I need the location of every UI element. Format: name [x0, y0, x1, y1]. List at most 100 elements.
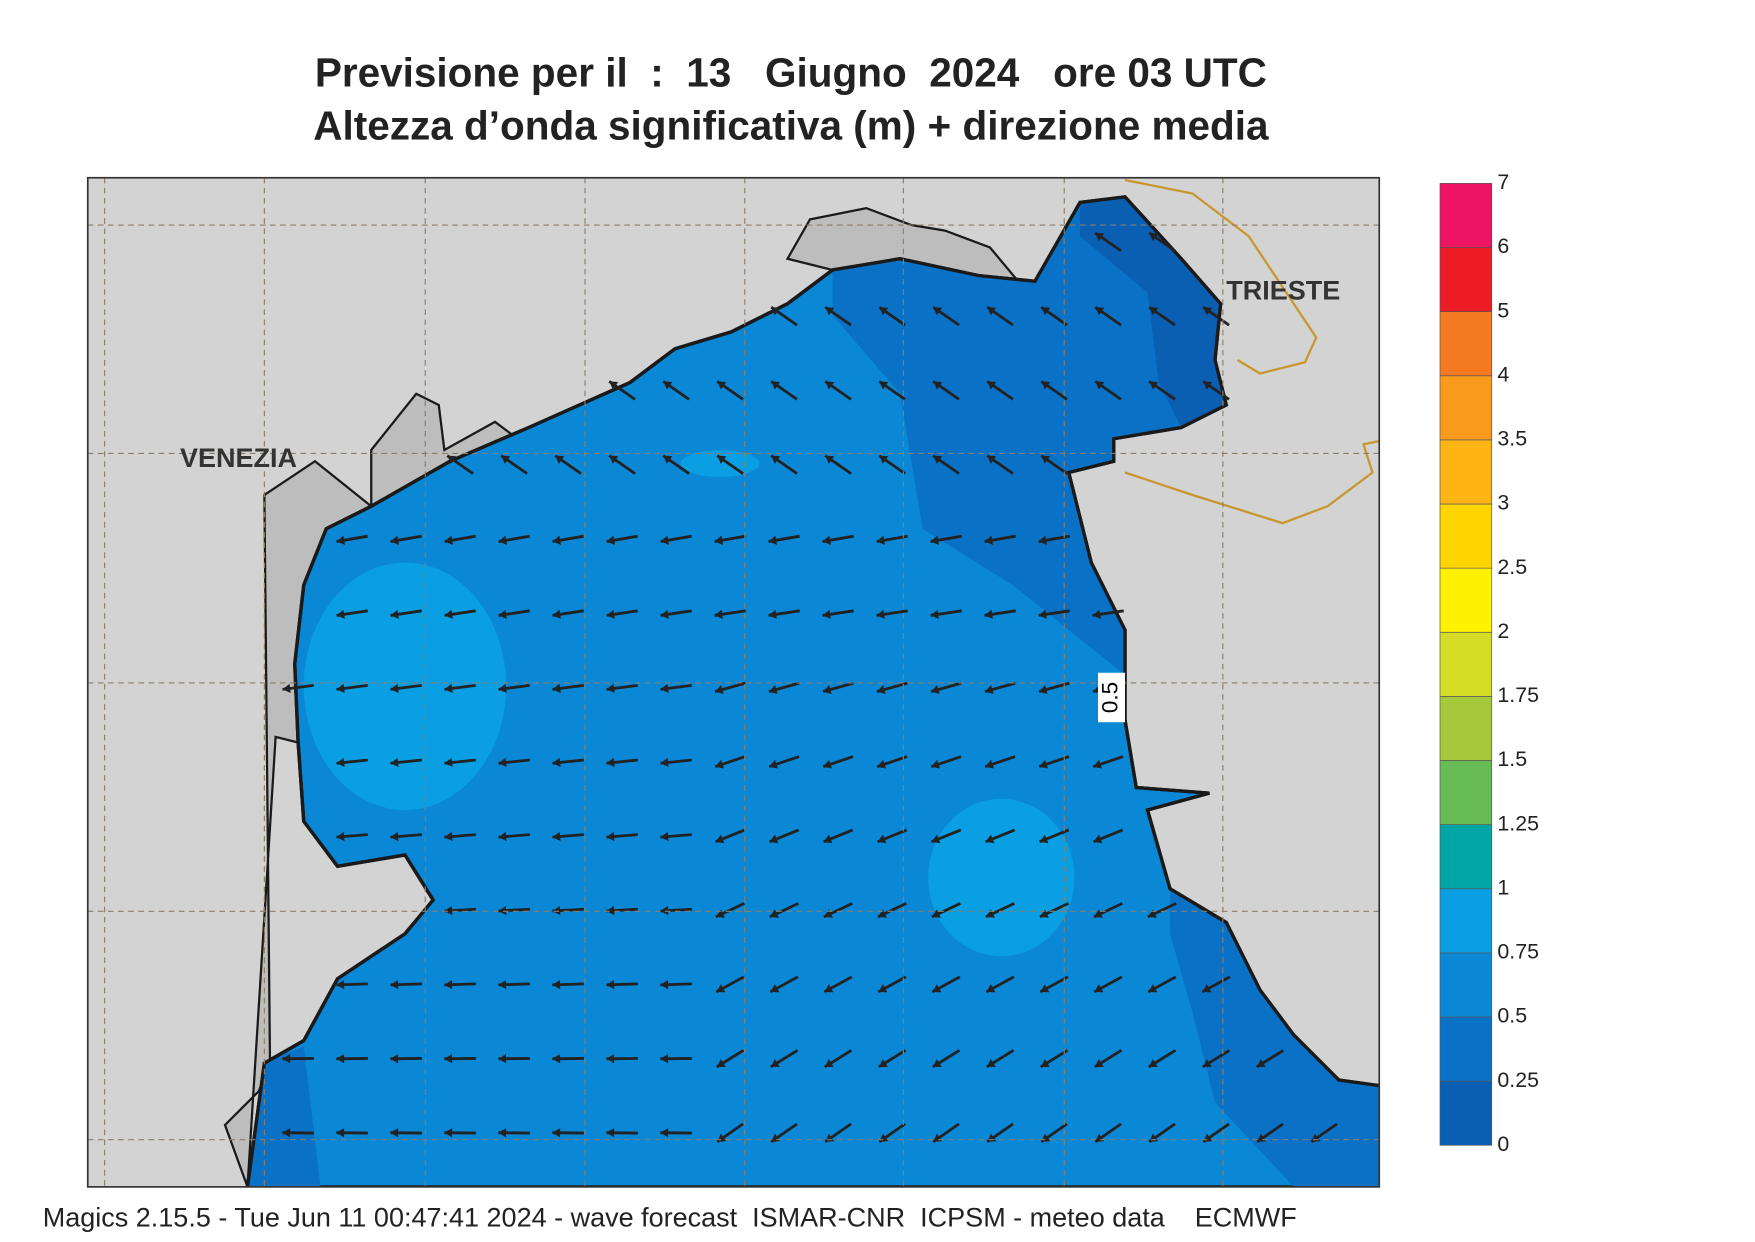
colorbar-label: 4	[1497, 362, 1509, 386]
arrow-head	[1202, 984, 1212, 993]
colorbar-swatch	[1439, 888, 1493, 954]
arrow-head	[825, 455, 835, 464]
arrow-head	[877, 759, 887, 769]
arrow-head	[1038, 535, 1047, 545]
arrow-head	[714, 685, 724, 694]
arrow-head	[878, 984, 888, 993]
arrow-head	[1149, 307, 1159, 316]
arrow-head	[822, 535, 831, 545]
arrow-head	[822, 609, 831, 619]
arrow-head	[1093, 759, 1103, 769]
arrow-head	[1038, 609, 1047, 619]
colorbar-label: 3	[1497, 491, 1509, 515]
colorbar-swatch	[1439, 952, 1493, 1018]
arrow-head	[1041, 455, 1051, 464]
wave-zone	[928, 798, 1075, 957]
colorbar-label: 1.25	[1497, 811, 1539, 835]
arrow-head	[930, 609, 939, 619]
arrow-head	[771, 307, 781, 316]
arrow-head	[1039, 909, 1049, 918]
arrow-head	[390, 1128, 399, 1138]
arrow-head	[606, 1128, 615, 1138]
arrow-head	[715, 759, 725, 769]
arrow-head	[771, 381, 781, 390]
colorbar-swatch	[1439, 503, 1493, 569]
arrow-head	[1147, 909, 1157, 918]
arrow-head	[552, 757, 561, 768]
arrow-head	[715, 909, 725, 918]
arrow-head	[444, 831, 453, 842]
arrow-head	[824, 1058, 834, 1067]
arrow-head	[1148, 984, 1158, 993]
arrow-head	[1093, 909, 1103, 918]
arrow-head	[933, 381, 943, 390]
arrow-head	[390, 831, 399, 842]
arrow-head	[877, 834, 887, 844]
border	[1124, 178, 1380, 525]
arrow-head	[823, 909, 833, 918]
arrow-head	[390, 609, 399, 619]
arrow-head	[825, 381, 835, 390]
arrow-head	[606, 683, 615, 693]
arrow-head	[498, 757, 507, 768]
arrow-head	[985, 909, 995, 918]
wave-zone	[680, 450, 760, 477]
arrow-head	[390, 683, 399, 693]
arrow-head	[609, 381, 619, 390]
arrow-head	[552, 831, 561, 842]
arrow-head	[660, 609, 669, 619]
arrow-head	[606, 609, 615, 619]
arrow-head	[660, 683, 669, 693]
arrow-head	[1095, 381, 1105, 390]
arrow-head	[336, 683, 345, 693]
arrow-head	[714, 535, 723, 545]
arrow-head	[390, 980, 399, 990]
arrow-head	[444, 757, 453, 768]
arrow-head	[716, 984, 726, 993]
graticule	[87, 177, 1380, 1187]
arrow-head	[715, 834, 725, 844]
arrow-head	[1095, 232, 1105, 242]
arrow-head	[932, 984, 942, 993]
arrow-head	[824, 984, 834, 993]
arrow-head	[660, 831, 669, 842]
colorbar-label: 3.5	[1497, 427, 1527, 451]
arrow-head	[823, 834, 833, 844]
arrow-head	[931, 759, 941, 769]
colorbar-label: 2	[1497, 619, 1509, 643]
arrow-head	[660, 535, 669, 545]
colorbar-label: 0.75	[1497, 940, 1539, 964]
colorbar-label: 5	[1497, 298, 1509, 322]
arrow-head	[498, 980, 507, 990]
arrow-head	[498, 1128, 507, 1138]
colorbar-label: 1.75	[1497, 683, 1539, 707]
arrow-head	[985, 834, 995, 844]
arrow-head	[336, 757, 345, 768]
arrow-head	[876, 535, 885, 545]
arrow-head	[552, 609, 561, 619]
colorbar-swatch	[1439, 824, 1493, 890]
arrow-head	[444, 535, 453, 545]
arrow-head	[985, 759, 995, 769]
arrow-head	[336, 535, 345, 545]
arrow-head	[609, 455, 619, 464]
arrow-head	[1202, 1058, 1212, 1067]
place-label: VENEZIA	[180, 443, 297, 473]
contour-label-box	[1098, 672, 1125, 723]
arrow-head	[663, 381, 673, 390]
arrow-head	[444, 609, 453, 619]
arrow-head	[1149, 232, 1159, 242]
arrow-head	[606, 831, 615, 842]
colorbar-label: 1.5	[1497, 747, 1527, 771]
direction-arrows	[282, 231, 1338, 1144]
arrow-head	[1040, 1058, 1050, 1067]
colorbar-label: 6	[1497, 234, 1509, 258]
arrow-head	[606, 1054, 615, 1064]
colorbar-label: 2.5	[1497, 555, 1527, 579]
arrow-head	[930, 685, 940, 694]
arrow-head	[498, 831, 507, 842]
arrow-head	[823, 759, 833, 769]
arrow-head	[660, 1054, 669, 1064]
arrow-head	[498, 905, 507, 916]
